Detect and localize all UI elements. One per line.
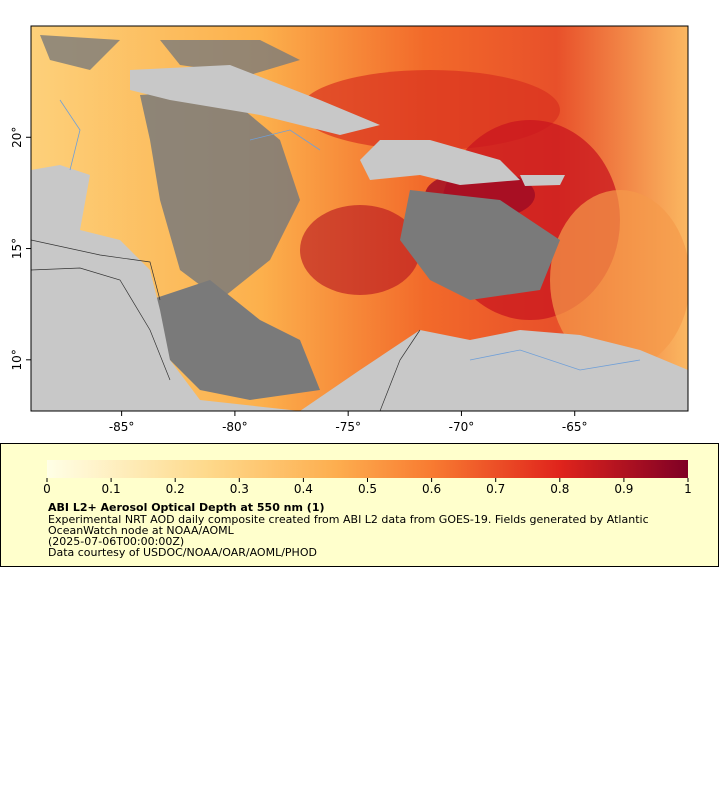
- x-tick-label: -85°: [109, 420, 135, 434]
- y-tick-label: 10°: [10, 349, 24, 370]
- x-tick-label: -75°: [335, 420, 361, 434]
- colorbar-tick-label: 0: [43, 482, 51, 496]
- x-tick-label: -70°: [449, 420, 475, 434]
- colorbar-tick-label: 0.5: [358, 482, 377, 496]
- y-tick-label: 15°: [10, 238, 24, 259]
- colorbar-tick-label: 0.1: [102, 482, 121, 496]
- map-frame: [30, 25, 689, 412]
- x-tick-label: -80°: [222, 420, 248, 434]
- colorbar-tick-label: 0.7: [486, 482, 505, 496]
- colorbar-tick-label: 0.3: [230, 482, 249, 496]
- y-tick-label: 20°: [10, 127, 24, 148]
- colorbar-tick-label: 0.6: [422, 482, 441, 496]
- colorbar: [47, 460, 688, 478]
- legend-title: ABI L2+ Aerosol Optical Depth at 550 nm …: [48, 501, 325, 514]
- colorbar-tick-label: 1: [684, 482, 692, 496]
- legend-line: OceanWatch node at NOAA/AOML: [48, 524, 235, 537]
- map-image: [31, 26, 688, 411]
- legend-line: Experimental NRT AOD daily composite cre…: [48, 513, 649, 526]
- colorbar-tick-label: 0.4: [294, 482, 313, 496]
- legend-line: (2025-07-06T00:00:00Z): [48, 535, 184, 548]
- colorbar-tick-label: 0.9: [614, 482, 633, 496]
- colorbar-tick-label: 0.8: [550, 482, 569, 496]
- legend-line: Data courtesy of USDOC/NOAA/OAR/AOML/PHO…: [48, 546, 317, 559]
- colorbar-tick-label: 0.2: [166, 482, 185, 496]
- x-tick-label: -65°: [562, 420, 588, 434]
